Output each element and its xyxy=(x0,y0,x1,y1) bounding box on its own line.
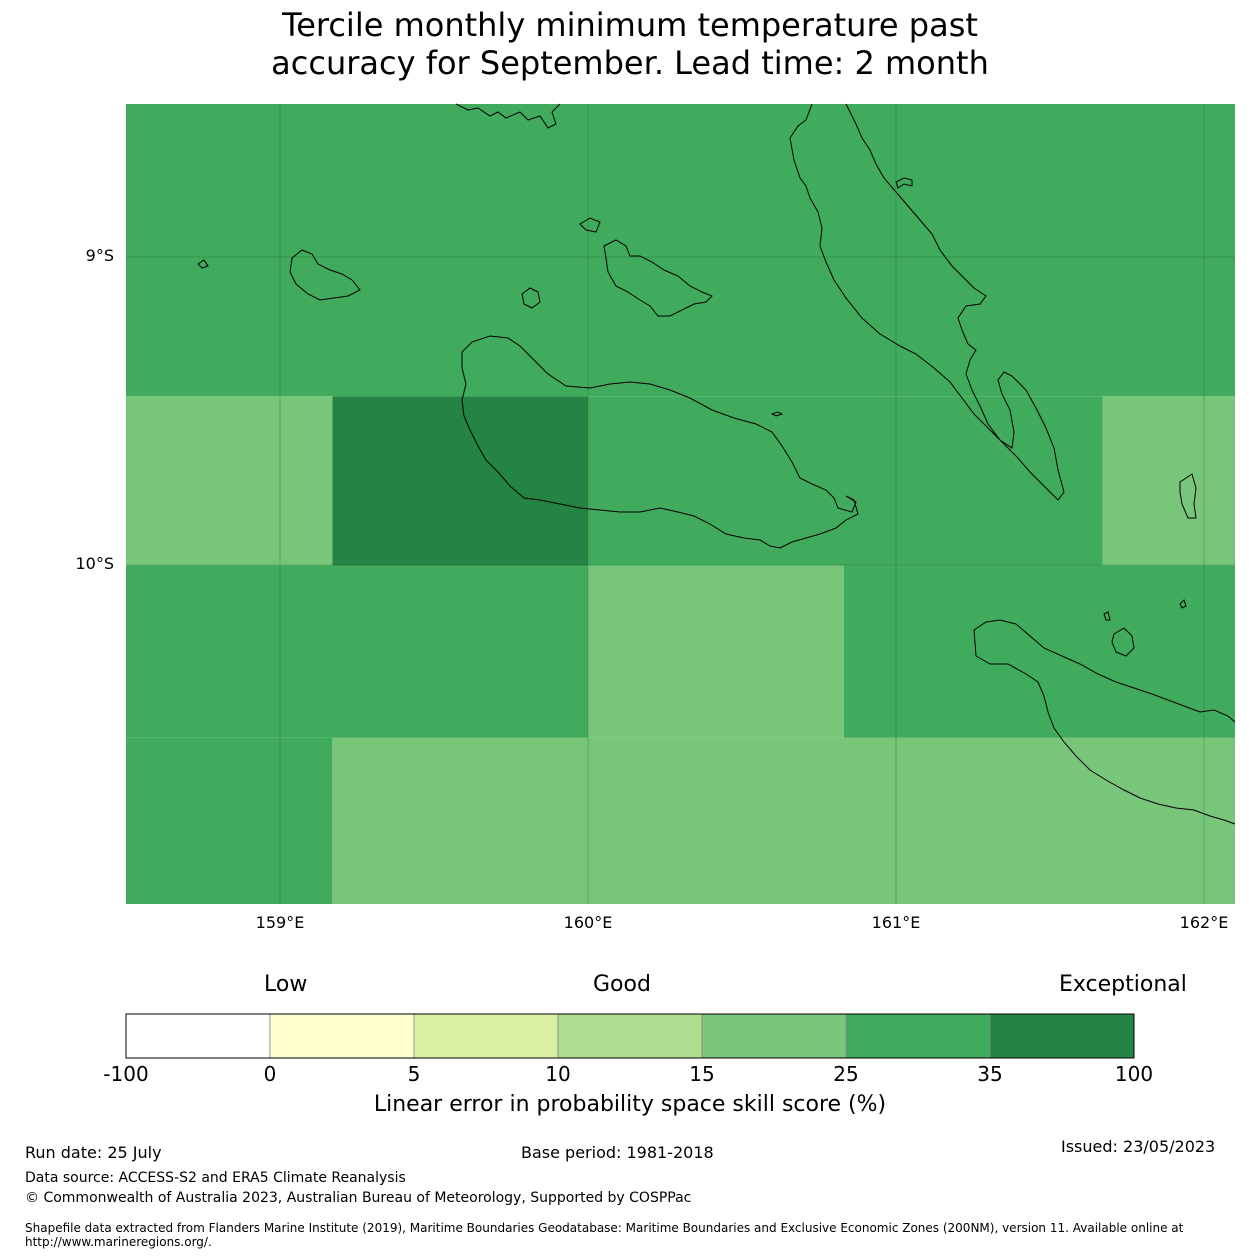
colorbar-label: 10 xyxy=(545,1062,571,1086)
coastline-makira xyxy=(973,619,1236,723)
coastline-malaita-islet xyxy=(895,177,913,189)
coastline-russell-islands xyxy=(289,249,361,301)
skill-cell xyxy=(1102,396,1235,566)
coastline-ulawa xyxy=(1179,473,1197,519)
colorbar-label: 25 xyxy=(833,1062,859,1086)
colorbar-swatch xyxy=(989,1013,1135,1059)
colorbar-label: 5 xyxy=(407,1062,421,1086)
lat-tick-9s: 9°S xyxy=(85,246,114,265)
shapefile-credit: Shapefile data extracted from Flanders M… xyxy=(25,1221,1245,1249)
lon-tick-159e: 159°E xyxy=(255,913,305,932)
skill-cell xyxy=(588,396,1103,566)
colorbar-label: 35 xyxy=(977,1062,1003,1086)
colorbar-swatch xyxy=(125,1013,271,1059)
lon-tick-160e: 160°E xyxy=(563,913,613,932)
skill-cell xyxy=(126,104,1235,397)
graticule xyxy=(126,104,1235,904)
coastline-small-east-islet-2 xyxy=(1179,599,1187,609)
colorbar-heading-exceptional: Exceptional xyxy=(1059,972,1187,997)
colorbar-outline xyxy=(125,1013,1135,1059)
coastline-florida-islands xyxy=(603,239,713,317)
colorbar-label: 100 xyxy=(1114,1062,1154,1086)
map-title-line2: accuracy for September. Lead time: 2 mon… xyxy=(271,44,989,82)
issued-date: Issued: 23/05/2023 xyxy=(1061,1137,1216,1156)
coastline-nggela-north xyxy=(579,217,601,233)
colorbar-label: -100 xyxy=(103,1062,149,1086)
skill-cell xyxy=(588,565,844,738)
shapefile-credit-line1: Shapefile data extracted from Flanders M… xyxy=(25,1221,1184,1235)
run-date: Run date: 25 July xyxy=(25,1143,162,1162)
skill-cells-layer xyxy=(126,104,1235,904)
colorbar-swatch xyxy=(845,1013,991,1059)
lat-tick-10s: 10°S xyxy=(75,554,114,573)
coastline-small-islet xyxy=(770,411,784,417)
copyright: © Commonwealth of Australia 2023, Austra… xyxy=(25,1190,692,1206)
base-period: Base period: 1981-2018 xyxy=(521,1143,714,1162)
colorbar-swatch xyxy=(557,1013,703,1059)
data-source: Data source: ACCESS-S2 and ERA5 Climate … xyxy=(25,1170,406,1186)
skill-cell xyxy=(332,396,589,566)
coastline-makira-south xyxy=(973,629,1236,825)
map-title: Tercile monthly minimum temperature past… xyxy=(0,6,1260,82)
colorbar-heading-low: Low xyxy=(264,972,308,997)
skill-cell xyxy=(843,565,1235,738)
lon-tick-161e: 161°E xyxy=(871,913,921,932)
colorbar-label: 15 xyxy=(689,1062,715,1086)
colorbar-swatch xyxy=(701,1013,847,1059)
colorbar-swatch xyxy=(269,1013,415,1059)
colorbar-label: 0 xyxy=(263,1062,277,1086)
colorbar-heading-good: Good xyxy=(593,972,651,997)
colorbar-swatch xyxy=(413,1013,559,1059)
coastline-savo xyxy=(521,287,541,309)
coastline-guadalcanal xyxy=(461,335,859,549)
colorbar xyxy=(125,1013,1135,1059)
coastline-small-east-islet xyxy=(1103,611,1111,621)
coastline-ugi-island xyxy=(1111,627,1135,657)
skill-cell xyxy=(126,565,589,738)
lon-tick-162e: 162°E xyxy=(1179,913,1229,932)
coastline-russell-islet xyxy=(197,259,209,269)
coastline-top-island xyxy=(455,103,561,129)
map-title-line1: Tercile monthly minimum temperature past xyxy=(282,6,978,44)
coastlines xyxy=(197,103,1236,825)
skill-cell xyxy=(126,737,333,904)
skill-cell xyxy=(332,737,1235,904)
skill-cell xyxy=(126,396,333,566)
shapefile-credit-line2: http://www.marineregions.org/. xyxy=(25,1235,212,1249)
coastline-malaita xyxy=(789,103,1065,501)
colorbar-title: Linear error in probability space skill … xyxy=(373,1092,887,1117)
